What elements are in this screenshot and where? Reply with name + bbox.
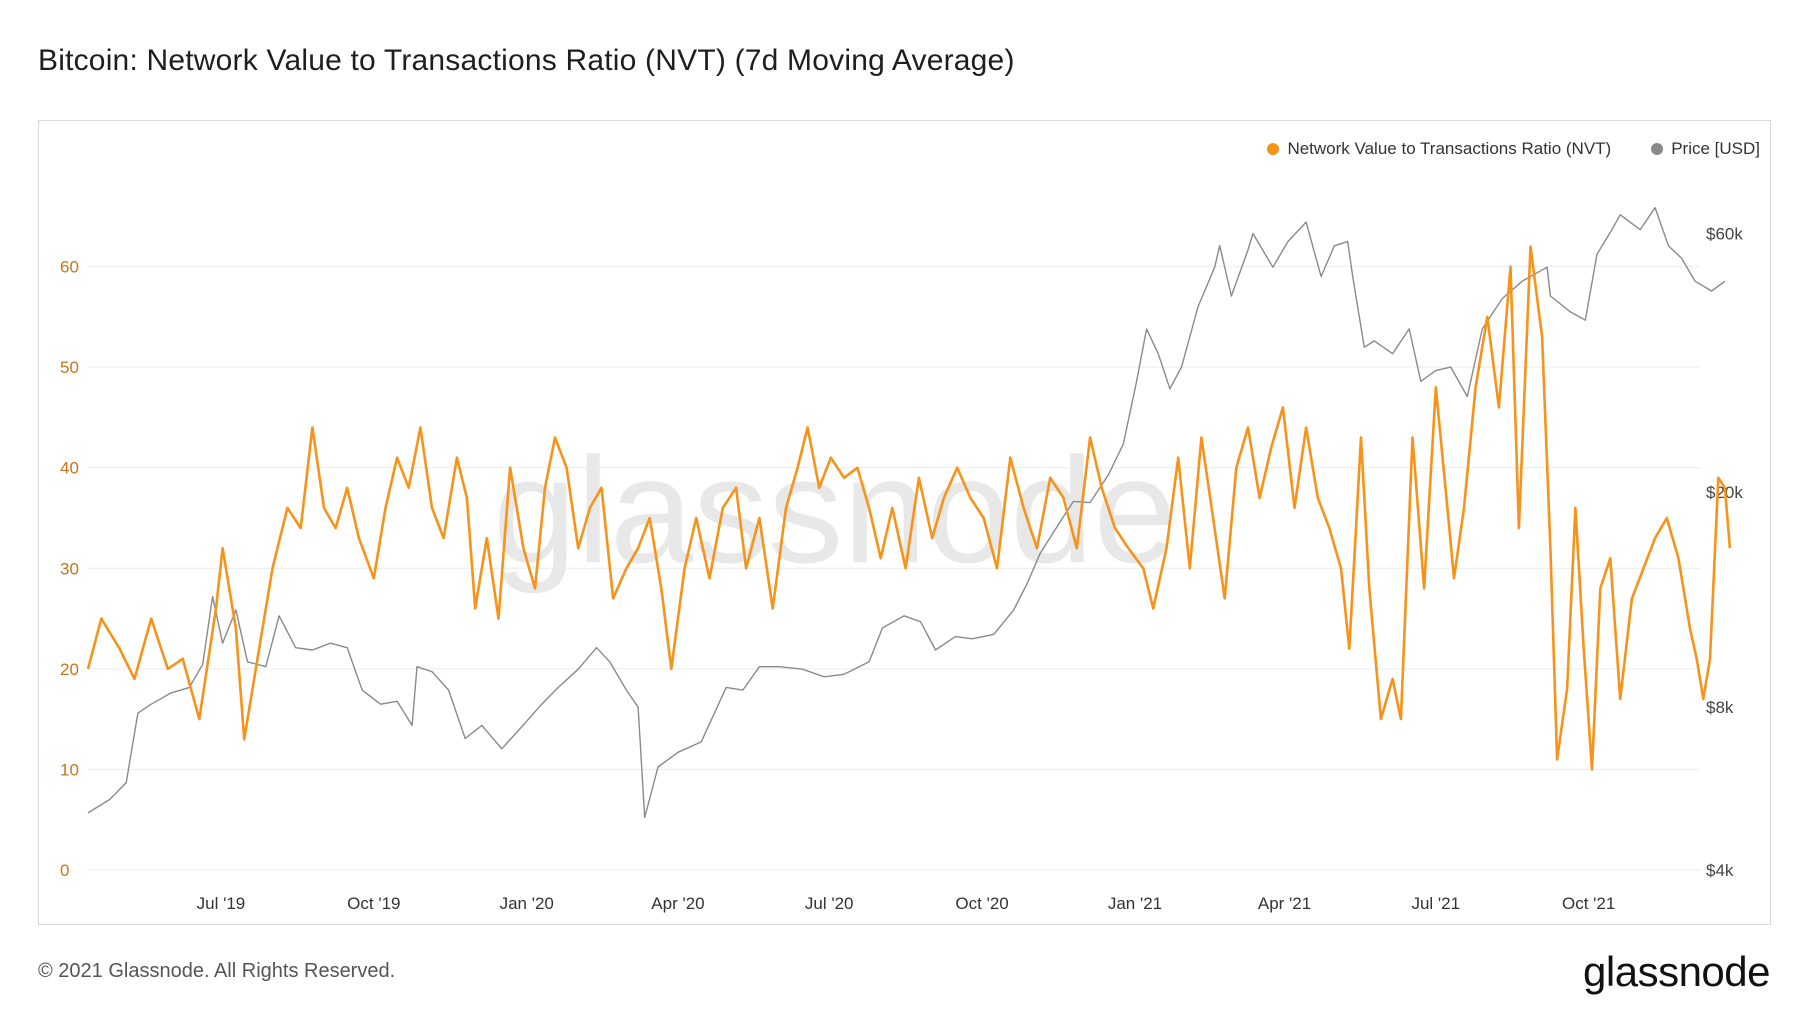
y-axis-left: 0 10 20 30 40 50 60 <box>60 258 79 880</box>
x-tick-2019-07-01: Jul '19 <box>197 894 246 913</box>
y-axis-right: $4k$8k$20k$60k <box>1706 225 1743 880</box>
y-left-tick-40: 40 <box>60 459 79 478</box>
nvt-series-line <box>86 245 1732 771</box>
y-right-tick-8k: $8k <box>1706 698 1734 717</box>
y-left-tick-50: 50 <box>60 358 79 377</box>
legend-dot-price <box>1651 143 1664 155</box>
x-tick-2020-07-01: Jul '20 <box>805 894 854 913</box>
brand-logo: glassnode <box>1583 948 1770 995</box>
legend-item-nvt[interactable]: Network Value to Transactions Ratio (NVT… <box>1267 139 1611 159</box>
x-tick-2021-04-01: Apr '21 <box>1258 894 1311 913</box>
x-tick-2021-07-01: Jul '21 <box>1411 894 1460 913</box>
x-tick-2020-01-01: Jan '20 <box>500 894 554 913</box>
price-series-line <box>87 207 1726 819</box>
chart-title: Bitcoin: Network Value to Transactions R… <box>38 44 1015 77</box>
y-left-tick-60: 60 <box>60 258 79 277</box>
x-tick-2020-04-01: Apr '20 <box>651 894 704 913</box>
watermark-text: glassnode <box>493 426 1177 594</box>
legend-label-nvt: Network Value to Transactions Ratio (NVT… <box>1287 139 1612 158</box>
copyright-footer: © 2021 Glassnode. All Rights Reserved. <box>38 960 396 982</box>
y-right-tick-60k: $60k <box>1706 225 1743 244</box>
legend-label-price: Price [USD] <box>1671 139 1760 158</box>
y-left-tick-20: 20 <box>60 660 79 679</box>
legend: Network Value to Transactions Ratio (NVT… <box>1267 139 1760 159</box>
x-axis: Jul '19 Oct '19 Jan '20 Apr '20 Jul '20 Oct '… <box>197 894 1616 913</box>
legend-item-price[interactable]: Price [USD] <box>1651 139 1760 159</box>
legend-dot-nvt <box>1267 143 1280 155</box>
grid-lines <box>88 266 1700 871</box>
y-left-tick-10: 10 <box>60 760 79 779</box>
x-tick-2020-10-01: Oct '20 <box>955 894 1008 913</box>
x-tick-2021-01-01: Jan '21 <box>1108 894 1162 913</box>
x-tick-2019-10-01: Oct '19 <box>347 894 400 913</box>
y-left-tick-0: 0 <box>60 861 69 880</box>
y-left-tick-30: 30 <box>60 559 79 578</box>
y-right-tick-4k: $4k <box>1706 861 1734 880</box>
x-tick-2021-10-01: Oct '21 <box>1562 894 1615 913</box>
chart-frame <box>38 120 1771 925</box>
series-lines <box>86 207 1732 819</box>
